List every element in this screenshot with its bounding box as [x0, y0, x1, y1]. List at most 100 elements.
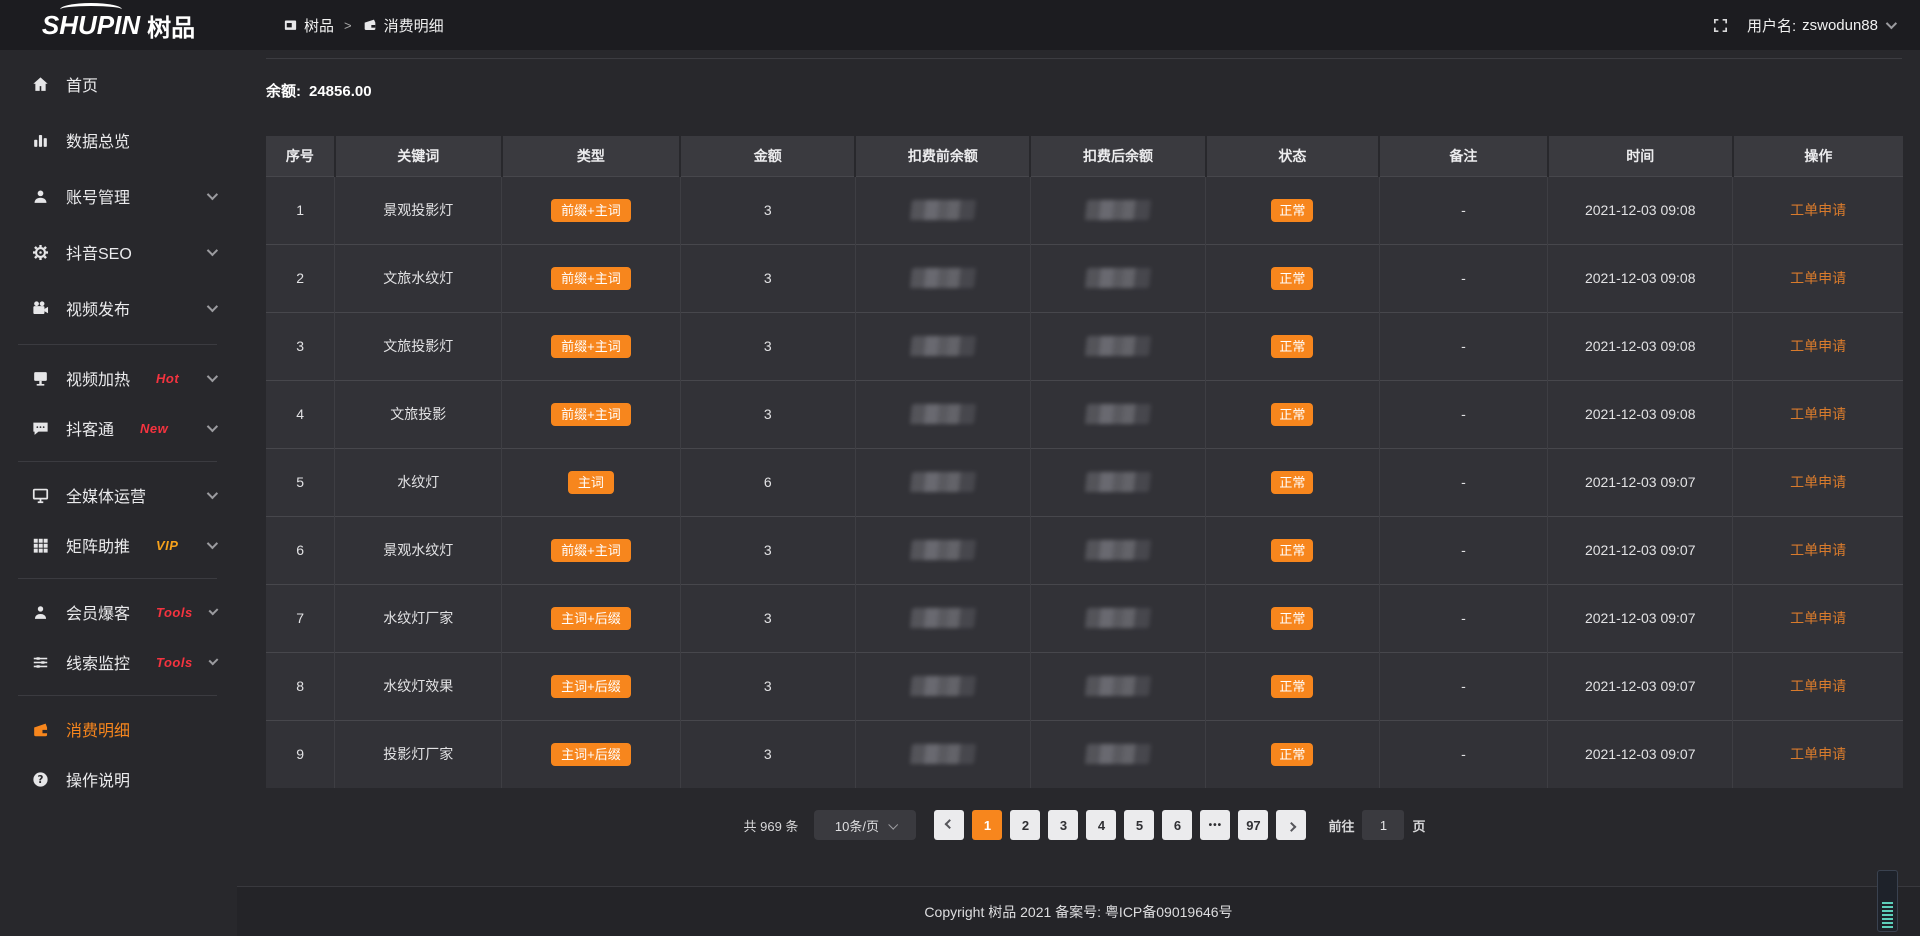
amount-cell: 3: [680, 379, 856, 448]
ticket-request-link[interactable]: 工单申请: [1790, 474, 1847, 490]
col-balance-before: 扣费前余额: [855, 136, 1032, 176]
col-index: 序号: [266, 136, 336, 176]
ticket-request-link[interactable]: 工单申请: [1790, 746, 1847, 763]
tools-tag: Tools: [156, 654, 193, 670]
ticket-request-link[interactable]: 工单申请: [1790, 270, 1847, 286]
table-row: 2 文旅水纹灯 前缀+主词 3 正常 - 2021-12-03 09:08 工单…: [266, 243, 1903, 312]
time-cell: 2021-12-03 09:08: [1547, 379, 1734, 448]
page-button-2[interactable]: 2: [1010, 810, 1041, 840]
sidebar-item-lead-monitor[interactable]: 线索监控 Tools: [0, 637, 237, 687]
page-button-1[interactable]: 1: [972, 810, 1003, 840]
masked-balance-after: [1084, 200, 1152, 220]
page-button-6[interactable]: 6: [1162, 810, 1193, 840]
breadcrumb-current[interactable]: 消费明细: [362, 15, 444, 36]
sidebar-item-matrix-boost[interactable]: 矩阵助推 VIP: [0, 520, 237, 570]
page-button-last[interactable]: 97: [1238, 810, 1269, 840]
type-badge: 前缀+主词: [551, 198, 631, 222]
type-badge: 前缀+主词: [551, 538, 631, 562]
page-button-4[interactable]: 4: [1086, 810, 1117, 840]
ticket-request-link[interactable]: 工单申请: [1790, 406, 1847, 422]
sidebar-item-instructions[interactable]: ? 操作说明: [0, 754, 237, 804]
more-pages-button[interactable]: •••: [1200, 810, 1231, 840]
remark-cell: -: [1379, 651, 1549, 720]
sidebar-item-member-burst[interactable]: 会员爆客 Tools: [0, 587, 237, 637]
sidebar-item-doukestong[interactable]: 抖客通 New: [0, 403, 237, 453]
sidebar-divider: [18, 344, 217, 345]
ticket-request-link[interactable]: 工单申请: [1790, 338, 1847, 354]
sidebar-item-data-overview[interactable]: 数据总览: [0, 112, 237, 168]
keyword-cell: 水纹灯: [334, 447, 503, 516]
pagination: 共 969 条 10条/页 1 2 3 4 5 6 ••• 97 前往 页: [266, 810, 1903, 840]
ticket-request-link[interactable]: 工单申请: [1790, 610, 1847, 626]
keyword-cell: 水纹灯厂家: [334, 583, 503, 652]
remark-cell: -: [1379, 583, 1549, 652]
remark-cell: -: [1379, 379, 1549, 448]
prev-page-button[interactable]: [934, 810, 965, 840]
brand-logo-text-en: SHUPIN: [41, 2, 141, 40]
sidebar-item-label: 全媒体运营: [66, 489, 147, 506]
sidebar-item-video-heat[interactable]: 视频加热 Hot: [0, 353, 237, 403]
sidebar-item-label: 数据总览: [66, 134, 131, 151]
sidebar: 首页 数据总览 账号管理 抖音SEO 视频发布 视频加热 Hot: [0, 50, 237, 936]
user-menu[interactable]: 用户名: zswodun88: [1747, 15, 1898, 36]
sidebar-item-douyin-seo[interactable]: 抖音SEO: [0, 224, 237, 280]
sidebar-item-account-management[interactable]: 账号管理: [0, 168, 237, 224]
wallet-icon: [362, 17, 378, 33]
ticket-request-link[interactable]: 工单申请: [1790, 202, 1847, 218]
screen-heat-icon: [30, 368, 50, 388]
keyword-cell: 投影灯厂家: [334, 719, 503, 788]
breadcrumb-root[interactable]: 树品: [283, 15, 334, 36]
sidebar-item-all-media-ops[interactable]: 全媒体运营: [0, 470, 237, 520]
grid-icon: [30, 535, 50, 555]
col-remark: 备注: [1379, 136, 1549, 176]
page-button-5[interactable]: 5: [1124, 810, 1155, 840]
masked-balance-before: [909, 744, 976, 765]
new-tag: New: [140, 420, 169, 436]
masked-balance-after: [1084, 676, 1152, 696]
sidebar-item-video-publish[interactable]: 视频发布: [0, 280, 237, 336]
masked-balance-before: [909, 336, 976, 356]
goto-suffix: 页: [1412, 818, 1426, 834]
status-badge: 正常: [1271, 198, 1314, 222]
sidebar-item-consumption-detail[interactable]: 消费明细: [0, 704, 237, 754]
pagination-total: 共 969 条: [743, 818, 799, 834]
sidebar-divider: [18, 695, 217, 696]
next-page-button[interactable]: [1276, 810, 1307, 840]
masked-balance-after: [1084, 540, 1152, 560]
time-cell: 2021-12-03 09:07: [1547, 515, 1734, 584]
masked-balance-before: [909, 540, 976, 560]
username-value: zswodun88: [1802, 16, 1878, 34]
row-index: 6: [266, 515, 336, 584]
brand-logo: SHUPIN 树品: [0, 0, 237, 50]
chevron-down-icon: [1885, 17, 1898, 30]
member-icon: [30, 602, 50, 622]
home-icon: [30, 74, 50, 94]
page-button-3[interactable]: 3: [1048, 810, 1079, 840]
fullscreen-icon[interactable]: [1712, 17, 1729, 34]
page-size-select[interactable]: 10条/页: [814, 810, 917, 840]
breadcrumb-separator: >: [344, 17, 352, 33]
time-cell: 2021-12-03 09:07: [1547, 719, 1734, 788]
type-badge: 主词+后缀: [551, 674, 631, 698]
sidebar-item-label: 消费明细: [66, 723, 131, 740]
masked-balance-after: [1084, 472, 1152, 492]
ticket-request-link[interactable]: 工单申请: [1790, 542, 1847, 558]
gear-icon: [30, 242, 50, 262]
svg-text:?: ?: [37, 774, 43, 786]
goto-page-input[interactable]: [1362, 810, 1405, 840]
remark-cell: -: [1379, 719, 1549, 788]
ticket-request-link[interactable]: 工单申请: [1790, 678, 1847, 694]
masked-balance-after: [1084, 404, 1152, 424]
scrollbar-widget[interactable]: [1877, 870, 1898, 932]
amount-cell: 3: [680, 651, 856, 720]
col-time: 时间: [1547, 136, 1734, 176]
row-index: 3: [266, 311, 336, 380]
remark-cell: -: [1379, 447, 1549, 516]
col-action: 操作: [1732, 136, 1903, 176]
type-badge: 主词+后缀: [551, 606, 631, 630]
masked-balance-after: [1084, 608, 1152, 628]
scrollbar-stripes: [1882, 902, 1893, 928]
time-cell: 2021-12-03 09:08: [1547, 243, 1734, 312]
row-index: 7: [266, 583, 336, 652]
sidebar-item-home[interactable]: 首页: [0, 56, 237, 112]
